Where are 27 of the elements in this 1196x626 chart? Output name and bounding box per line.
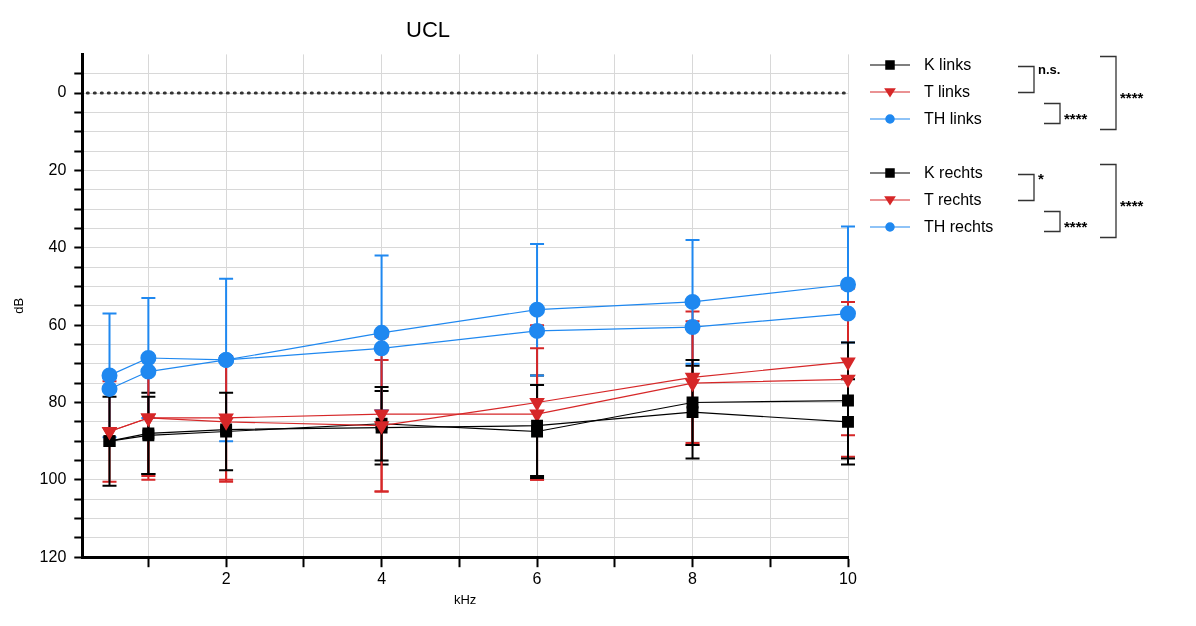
x-tick-label: 10	[839, 570, 857, 588]
text: ****	[1120, 89, 1144, 106]
text: n.s.	[1038, 62, 1061, 77]
x-tick-label: 6	[532, 570, 542, 588]
x-axis-title: kHz	[453, 591, 477, 607]
y-tick-label: 80	[48, 392, 67, 410]
legend-label: T rechts	[924, 191, 982, 209]
y-tick-label: 120	[39, 547, 67, 565]
legend-label: TH rechts	[924, 218, 994, 236]
y-axis-title: dB	[11, 297, 27, 314]
x-tick-label: 4	[377, 570, 387, 588]
chart-title: UCL	[405, 17, 451, 43]
legend-label: TH links	[924, 110, 982, 128]
y-tick-label: 100	[39, 470, 67, 488]
legend-label: K rechts	[924, 164, 983, 182]
y-tick-label: 40	[48, 238, 67, 256]
y-tick-label: 0	[57, 83, 67, 101]
x-tick-label: 8	[688, 570, 698, 588]
legend-label: K links	[924, 56, 972, 74]
text: ****	[1120, 197, 1144, 214]
x-tick-label: 2	[221, 570, 231, 588]
text: ****	[1064, 109, 1088, 127]
y-tick-label: 20	[48, 160, 67, 178]
text: ****	[1064, 217, 1088, 235]
text: *	[1038, 170, 1044, 187]
y-tick-label: 60	[48, 315, 67, 333]
legend-label: T links	[924, 83, 970, 101]
